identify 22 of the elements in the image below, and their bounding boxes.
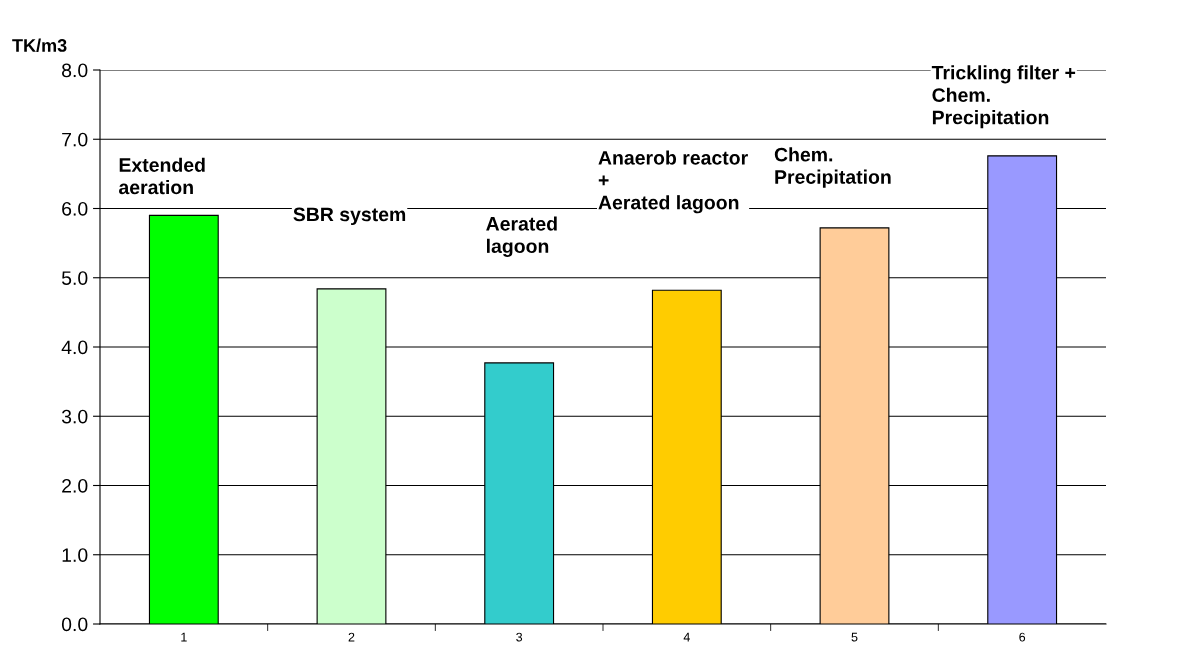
y-axis-title: TK/m3 <box>12 38 67 53</box>
y-tick-label: 7.0 <box>62 132 88 147</box>
x-tick-label: 5 <box>851 632 858 642</box>
annotation: Anaerob reactor + Aerated lagoon <box>598 150 748 214</box>
x-tick-label: 1 <box>181 632 187 642</box>
annotation: Chem. Precipitation <box>774 147 891 188</box>
annotation: Trickling filter + Chem. Precipitation <box>931 65 1076 129</box>
y-tick-label: 6.0 <box>62 201 88 216</box>
annotation: Aerated lagoon <box>486 216 557 257</box>
y-tick-label: 0.0 <box>61 617 88 632</box>
annotation: Extended aeration <box>119 157 205 195</box>
y-tick-label: 4.0 <box>61 340 88 355</box>
annotation: SBR system <box>293 207 406 226</box>
x-tick-label: 3 <box>516 632 523 642</box>
y-tick-label: 5.0 <box>61 271 88 285</box>
x-tick-label: 6 <box>1019 632 1026 642</box>
y-tick-label: 3.0 <box>61 409 88 424</box>
x-tick-label: 2 <box>348 632 355 642</box>
y-tick-label: 1.0 <box>62 548 88 562</box>
y-tick-label: 2.0 <box>62 478 88 493</box>
x-tick-label: 4 <box>683 632 690 642</box>
y-tick-label: 8.0 <box>62 63 88 78</box>
